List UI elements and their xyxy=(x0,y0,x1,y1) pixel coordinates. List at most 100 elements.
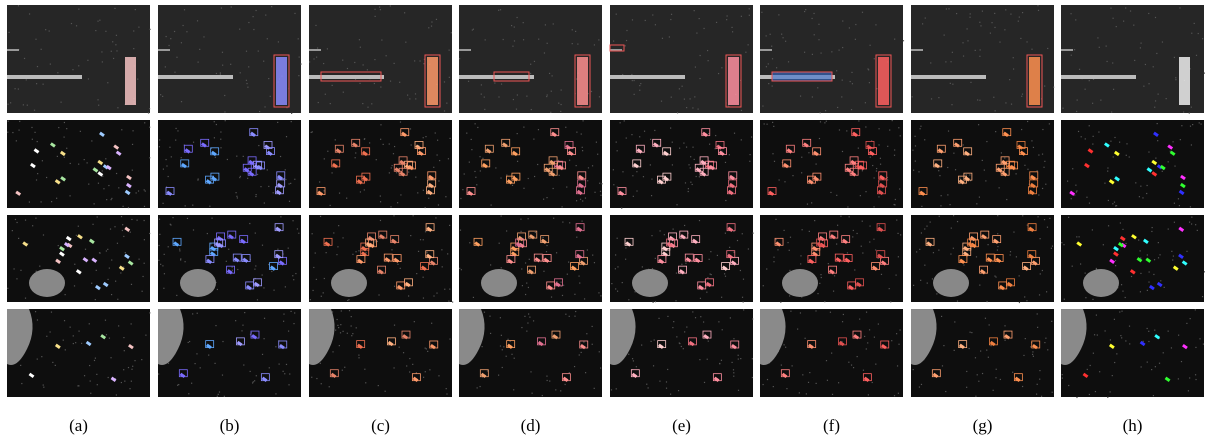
speckle xyxy=(1019,302,1020,303)
speckle xyxy=(785,347,786,348)
speckle xyxy=(144,263,145,264)
speckle xyxy=(225,120,226,121)
speckle xyxy=(985,318,986,319)
speckle xyxy=(39,266,40,267)
speckle xyxy=(423,377,424,378)
speckle xyxy=(1018,21,1019,22)
speckle xyxy=(980,350,981,351)
island xyxy=(180,269,216,297)
speckle xyxy=(1110,339,1111,340)
speckle xyxy=(410,235,411,236)
image-panel xyxy=(610,5,753,113)
speckle xyxy=(1076,111,1077,112)
speckle xyxy=(939,175,940,176)
speckle xyxy=(512,46,513,47)
speckle xyxy=(898,393,899,394)
speckle xyxy=(899,188,900,189)
speckle xyxy=(96,270,97,271)
speckle xyxy=(930,221,931,222)
speckle xyxy=(258,50,259,51)
speckle xyxy=(1154,330,1155,331)
speckle xyxy=(966,387,967,388)
speckle xyxy=(1140,43,1141,44)
speckle xyxy=(1189,112,1190,113)
speckle xyxy=(149,29,150,30)
speckle xyxy=(831,51,832,52)
speckle xyxy=(514,358,515,359)
speckle xyxy=(699,220,700,221)
speckle xyxy=(1126,155,1127,156)
pier-top xyxy=(911,49,923,51)
image-panel xyxy=(610,309,753,397)
speckle xyxy=(1024,296,1025,297)
speckle xyxy=(115,44,116,45)
speckle xyxy=(851,109,852,110)
speckle xyxy=(819,283,820,284)
speckle xyxy=(572,29,573,30)
speckle xyxy=(1195,374,1196,375)
panel-label: (c) xyxy=(371,416,390,435)
speckle xyxy=(323,63,324,64)
speckle xyxy=(228,249,229,250)
speckle xyxy=(111,198,112,199)
speckle xyxy=(275,393,276,394)
speckle xyxy=(1004,157,1005,158)
speckle xyxy=(235,192,236,193)
speckle xyxy=(1049,218,1050,219)
speckle xyxy=(1042,129,1043,130)
speckle xyxy=(97,384,98,385)
speckle xyxy=(582,120,583,121)
speckle xyxy=(970,82,971,83)
speckle xyxy=(437,140,438,141)
speckle xyxy=(988,357,989,358)
speckle xyxy=(316,57,317,58)
speckle xyxy=(340,332,341,333)
speckle xyxy=(1178,198,1179,199)
speckle xyxy=(132,366,133,367)
speckle xyxy=(511,354,512,355)
speckle xyxy=(582,200,583,201)
speckle xyxy=(878,323,879,324)
speckle xyxy=(187,218,188,219)
speckle xyxy=(339,345,340,346)
speckle xyxy=(176,57,177,58)
speckle xyxy=(889,288,890,289)
speckle xyxy=(980,49,981,50)
speckle xyxy=(836,70,837,71)
speckle xyxy=(502,349,503,350)
speckle xyxy=(894,39,895,40)
speckle xyxy=(862,12,863,13)
speckle xyxy=(952,52,953,53)
panel-label: (d) xyxy=(521,416,541,435)
speckle xyxy=(423,277,424,278)
speckle xyxy=(264,318,265,319)
speckle xyxy=(438,204,439,205)
speckle xyxy=(626,137,627,138)
speckle xyxy=(441,249,442,250)
speckle xyxy=(733,372,734,373)
speckle xyxy=(1022,386,1023,387)
speckle xyxy=(74,264,75,265)
speckle xyxy=(938,250,939,251)
speckle xyxy=(1195,309,1196,310)
speckle xyxy=(1099,371,1100,372)
speckle xyxy=(560,282,561,283)
speckle xyxy=(335,139,336,140)
speckle xyxy=(879,225,880,226)
speckle xyxy=(1078,236,1079,237)
speckle xyxy=(763,285,764,286)
speckle xyxy=(664,234,665,235)
speckle xyxy=(1063,244,1064,245)
speckle xyxy=(94,360,95,361)
speckle xyxy=(613,184,614,185)
speckle xyxy=(163,169,164,170)
speckle xyxy=(174,31,175,32)
speckle xyxy=(897,233,898,234)
speckle xyxy=(1197,230,1198,231)
speckle xyxy=(838,382,839,383)
speckle xyxy=(993,97,994,98)
speckle xyxy=(652,268,653,269)
speckle xyxy=(1129,326,1130,327)
speckle xyxy=(136,220,137,221)
speckle xyxy=(1191,33,1192,34)
